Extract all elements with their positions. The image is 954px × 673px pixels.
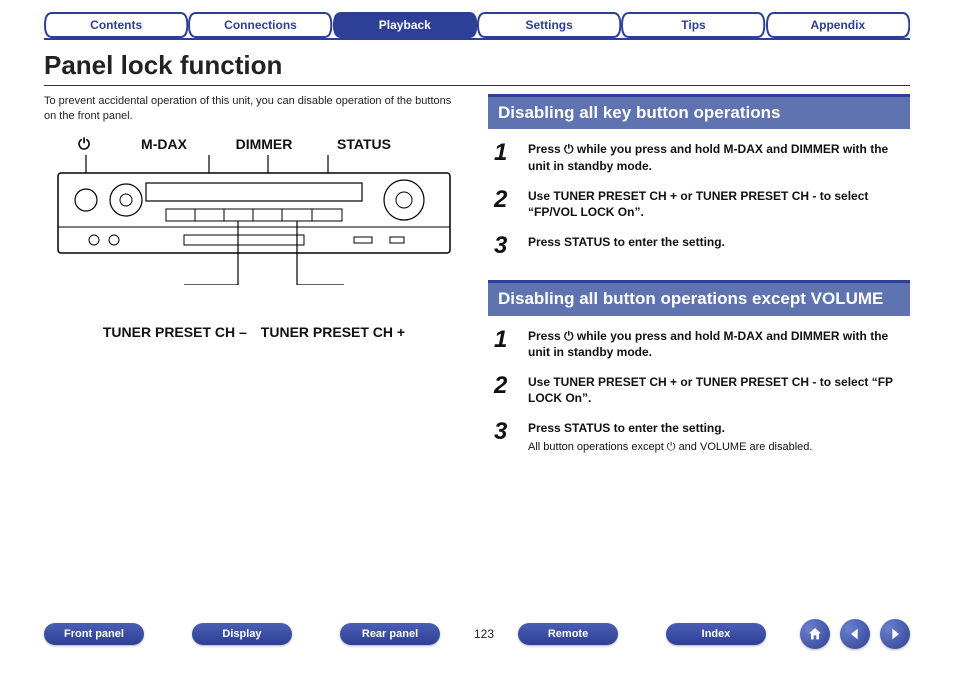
btn-remote[interactable]: Remote [518,623,618,645]
step-number: 1 [494,141,514,165]
diagram-top-labels: ⏻ M-DAX DIMMER STATUS [54,136,454,153]
step-text: Use TUNER PRESET CH + or TUNER PRESET CH… [528,374,898,406]
section1-header: Disabling all key button operations [488,94,910,129]
right-column: Disabling all key button operations 1 Pr… [488,94,910,477]
prev-page-icon[interactable] [840,619,870,649]
label-power: ⏻ [54,136,114,153]
tab-label: Contents [44,12,188,38]
left-column: To prevent accidental operation of this … [44,94,464,477]
tab-label: Appendix [766,12,910,38]
top-divider [44,38,910,40]
tab-appendix[interactable]: Appendix [766,12,910,38]
step-subtext: All button operations except ⏻ and VOLUM… [528,440,898,455]
label-tuner-plus: TUNER PRESET CH + [261,324,405,340]
front-panel-diagram: ⏻ M-DAX DIMMER STATUS [54,136,454,340]
section2-header: Disabling all button operations except V… [488,280,910,315]
btn-rear-panel[interactable]: Rear panel [340,623,440,645]
step-number: 2 [494,374,514,398]
btn-index[interactable]: Index [666,623,766,645]
step-number: 1 [494,328,514,352]
step-row: 1 Press ⏻ while you press and hold M-DAX… [494,141,910,173]
diagram-bottom-labels: TUNER PRESET CH – TUNER PRESET CH + [54,324,454,340]
tab-contents[interactable]: Contents [44,12,188,38]
section1-steps: 1 Press ⏻ while you press and hold M-DAX… [494,141,910,258]
label-tuner-minus: TUNER PRESET CH – [103,324,247,340]
btn-front-panel[interactable]: Front panel [44,623,144,645]
step-number: 3 [494,234,514,258]
tab-connections[interactable]: Connections [188,12,332,38]
step-row: 3 Press STATUS to enter the setting. All… [494,420,910,455]
step-text: Press STATUS to enter the setting. [528,234,898,250]
next-page-icon[interactable] [880,619,910,649]
receiver-illustration [54,155,454,285]
tab-settings[interactable]: Settings [477,12,621,38]
intro-text: To prevent accidental operation of this … [44,94,464,124]
title-divider [44,85,910,86]
step-text: Press ⏻ while you press and hold M-DAX a… [528,141,898,173]
step-row: 2 Use TUNER PRESET CH + or TUNER PRESET … [494,374,910,406]
step-main: Press STATUS to enter the setting. [528,421,725,435]
label-mdax: M-DAX [114,136,214,153]
step-number: 2 [494,188,514,212]
tab-label: Playback [333,12,477,38]
tab-label: Connections [188,12,332,38]
step-row: 2 Use TUNER PRESET CH + or TUNER PRESET … [494,188,910,220]
page-title: Panel lock function [44,50,910,81]
btn-display[interactable]: Display [192,623,292,645]
tab-playback[interactable]: Playback [333,12,477,38]
page-number: 123 [474,627,494,641]
body-columns: To prevent accidental operation of this … [0,94,954,477]
step-number: 3 [494,420,514,444]
tab-tips[interactable]: Tips [621,12,765,38]
label-dimmer: DIMMER [214,136,314,153]
step-text: Use TUNER PRESET CH + or TUNER PRESET CH… [528,188,898,220]
step-text: Press STATUS to enter the setting. All b… [528,420,898,455]
section2-steps: 1 Press ⏻ while you press and hold M-DAX… [494,328,910,456]
tab-label: Tips [621,12,765,38]
bottom-nav-bar: Front panel Display Rear panel 123 Remot… [44,619,910,649]
step-row: 3 Press STATUS to enter the setting. [494,234,910,258]
home-icon[interactable] [800,619,830,649]
top-tab-bar: Contents Connections Playback Settings T… [0,0,954,38]
label-status: STATUS [314,136,414,153]
tab-label: Settings [477,12,621,38]
step-text: Press ⏻ while you press and hold M-DAX a… [528,328,898,360]
step-row: 1 Press ⏻ while you press and hold M-DAX… [494,328,910,360]
